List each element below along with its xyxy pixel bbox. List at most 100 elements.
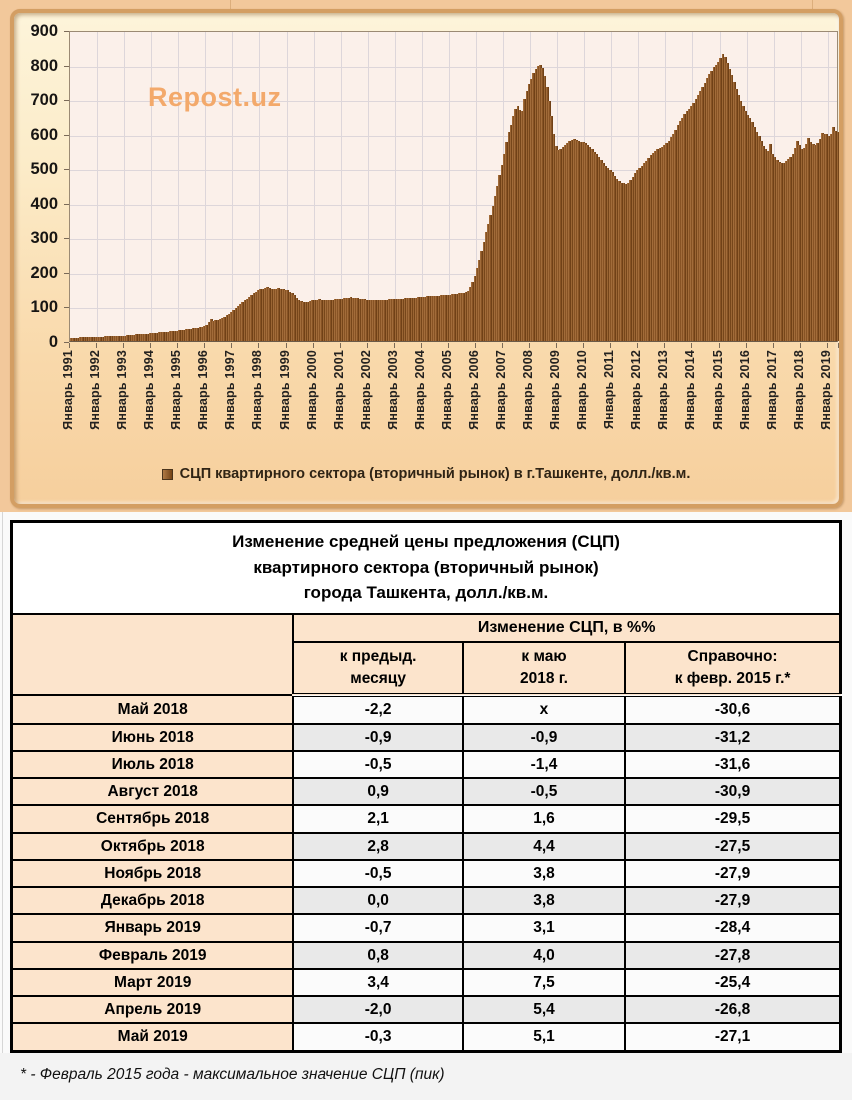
chart-bar — [658, 147, 662, 341]
chart-bar — [464, 291, 468, 341]
y-axis-tick — [64, 203, 69, 205]
chart-bar — [523, 99, 526, 341]
chart-bar — [690, 106, 693, 341]
chart-bar — [81, 337, 84, 341]
chart-bar — [239, 303, 242, 341]
row-value: 5,4 — [461, 995, 627, 1025]
row-month-label: Июнь 2018 — [10, 722, 295, 752]
chart-bar — [144, 333, 148, 341]
chart-bar — [106, 336, 109, 341]
table-title-row: Изменение средней цены предложения (СЦП)… — [10, 520, 842, 615]
x-axis-label: Январь 2010 — [575, 350, 590, 430]
table-row: Декабрь 2018 0,0 3,8 -27,9 — [10, 886, 842, 916]
gridline-v — [205, 32, 207, 341]
table-row: Апрель 2019 -2,0 5,4 -26,8 — [10, 995, 842, 1025]
chart-bar — [433, 296, 436, 341]
chart-bar — [261, 288, 265, 341]
chart-bar — [532, 73, 535, 341]
x-axis-label: Январь 2006 — [466, 350, 481, 430]
chart-bar — [521, 111, 524, 341]
x-axis-tick — [474, 343, 476, 348]
row-value: -25,4 — [624, 967, 842, 998]
chart-bar — [221, 318, 224, 341]
row-value: -0,9 — [292, 722, 464, 752]
row-value: -2,0 — [292, 995, 464, 1025]
chart-bar — [590, 149, 594, 341]
chart-bar — [286, 290, 290, 341]
chart-bar — [744, 110, 747, 341]
chart-bar — [401, 298, 405, 341]
chart-bar — [784, 161, 788, 341]
chart-bar — [780, 163, 784, 341]
chart-bar — [272, 289, 276, 341]
row-value: -27,8 — [624, 940, 842, 970]
chart-bar — [667, 140, 671, 341]
chart-bar — [453, 294, 457, 341]
chart-bar — [101, 336, 105, 341]
table-row: Октябрь 2018 2,8 4,4 -27,5 — [10, 831, 842, 861]
watermark: Repost.uz — [148, 82, 282, 112]
chart-bar — [642, 163, 646, 341]
gridline-v — [97, 32, 99, 341]
chart-bar — [372, 299, 375, 341]
x-axis-tick — [610, 343, 612, 348]
chart-bar — [94, 336, 98, 341]
chart-bar — [148, 333, 152, 341]
chart-bar — [457, 293, 461, 341]
chart-bar — [823, 134, 826, 341]
chart-bar — [789, 156, 793, 341]
chart-bar — [327, 300, 330, 341]
chart-bar — [696, 95, 700, 341]
row-value: 3,4 — [292, 967, 464, 998]
row-value: -29,5 — [624, 804, 842, 834]
chart-bar — [791, 153, 795, 341]
x-axis-tick — [339, 343, 341, 348]
chart-bar — [291, 293, 294, 341]
table-header-group-row: Изменение СЦП, в %% — [10, 612, 842, 697]
row-month-label: Январь 2019 — [10, 913, 295, 943]
chart-bar — [223, 316, 227, 341]
chart-bar — [90, 336, 93, 341]
chart-bar — [225, 315, 229, 341]
x-axis-label: Январь 2016 — [737, 350, 752, 430]
chart-bar — [392, 298, 396, 341]
chart-bar — [390, 299, 393, 341]
chart-bar — [656, 148, 660, 341]
chart-bar — [811, 143, 815, 341]
chart-bar — [365, 299, 369, 341]
price-chart: 900 800 700 600 500 400 300 200 100 0 Январь 1991 Я… — [0, 0, 852, 512]
table-row: Март 2019 3,4 7,5 -25,4 — [10, 967, 842, 998]
chart-bar — [79, 337, 82, 341]
chart-bar — [489, 214, 493, 341]
table-row: Август 2018 0,9 -0,5 -30,9 — [10, 777, 842, 807]
row-value: -0,7 — [292, 913, 464, 943]
chart-bar — [360, 298, 364, 341]
row-value: -0,5 — [292, 749, 464, 780]
chart-bar — [374, 300, 378, 341]
chart-bar — [701, 86, 705, 341]
chart-bar — [437, 295, 441, 341]
chart-bar — [345, 297, 348, 341]
row-value: 4,4 — [461, 831, 627, 861]
chart-bar — [378, 299, 382, 341]
x-axis-label: Январь 1996 — [196, 350, 211, 430]
chart-bar — [525, 90, 529, 341]
y-axis-label: 900 — [30, 22, 58, 40]
gridline-v — [124, 32, 126, 341]
chart-bar — [554, 145, 558, 341]
chart-bar — [203, 326, 206, 341]
gridline-h — [70, 204, 837, 206]
x-axis-tick — [529, 343, 530, 348]
chart-bar — [805, 144, 808, 341]
chart-bar — [412, 297, 416, 341]
chart-legend: СЦП квартирного сектора (вторичный рынок… — [0, 466, 852, 482]
y-axis-label: 700 — [30, 91, 58, 110]
chart-bar — [753, 126, 756, 341]
chart-bar — [579, 141, 583, 341]
row-value: -28,4 — [624, 913, 842, 943]
y-axis-tick — [64, 134, 69, 136]
chart-bar — [694, 99, 698, 341]
chart-bar — [333, 299, 337, 341]
x-axis-label: Январь 1994 — [142, 350, 157, 430]
chart-bar — [270, 288, 274, 341]
